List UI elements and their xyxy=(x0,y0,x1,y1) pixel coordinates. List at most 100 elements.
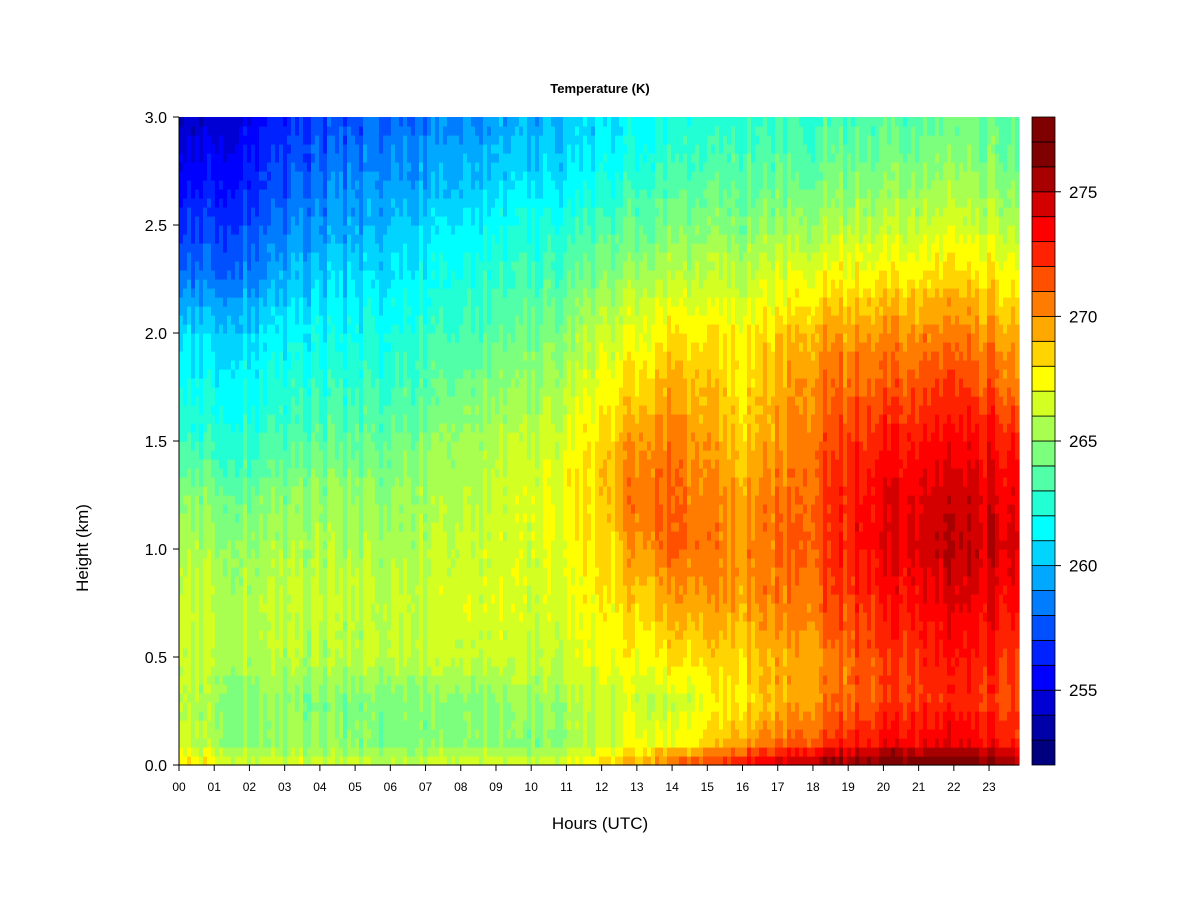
heatmap-cell xyxy=(419,270,424,280)
heatmap-cell xyxy=(359,720,364,730)
heatmap-cell xyxy=(367,432,372,442)
heatmap-cell xyxy=(311,405,316,415)
heatmap-cell xyxy=(203,630,208,640)
heatmap-cell xyxy=(327,603,332,613)
heatmap-cell xyxy=(339,243,344,253)
heatmap-cell xyxy=(431,396,436,406)
heatmap-cell xyxy=(359,540,364,550)
heatmap-cell xyxy=(375,351,380,361)
heatmap-cell xyxy=(283,423,288,433)
heatmap-cell xyxy=(443,531,448,541)
heatmap-cell xyxy=(303,504,308,514)
heatmap-cell xyxy=(223,621,228,631)
heatmap-cell xyxy=(263,126,268,136)
heatmap-cell xyxy=(219,234,224,244)
heatmap-cell xyxy=(219,342,224,352)
heatmap-cell xyxy=(351,513,356,523)
heatmap-cell xyxy=(399,252,404,262)
heatmap-cell xyxy=(395,387,400,397)
heatmap-cell xyxy=(307,117,312,127)
heatmap-cell xyxy=(351,441,356,451)
heatmap-cell xyxy=(331,747,336,757)
heatmap-cell xyxy=(375,324,380,334)
heatmap-cell xyxy=(295,567,300,577)
heatmap-cell xyxy=(231,297,236,307)
heatmap-cell xyxy=(223,549,228,559)
heatmap-cell xyxy=(299,288,304,298)
heatmap-cell xyxy=(291,351,296,361)
heatmap-cell xyxy=(307,513,312,523)
heatmap-cell xyxy=(447,297,452,307)
heatmap-cell xyxy=(351,342,356,352)
heatmap-cell xyxy=(331,531,336,541)
heatmap-cell xyxy=(255,666,260,676)
heatmap-cell xyxy=(371,513,376,523)
heatmap-cell xyxy=(379,576,384,586)
heatmap-cell xyxy=(343,423,348,433)
heatmap-cell xyxy=(423,414,428,424)
heatmap-cell xyxy=(439,135,444,145)
heatmap-cell xyxy=(311,477,316,487)
heatmap-cell xyxy=(199,567,204,577)
heatmap-cell xyxy=(255,162,260,172)
heatmap-cell xyxy=(259,477,264,487)
heatmap-cell xyxy=(331,198,336,208)
heatmap-cell xyxy=(191,117,196,127)
heatmap-cell xyxy=(243,351,248,361)
heatmap-cell xyxy=(275,306,280,316)
heatmap-cell xyxy=(259,702,264,712)
heatmap-cell xyxy=(239,504,244,514)
heatmap-cell xyxy=(259,315,264,325)
heatmap-cell xyxy=(235,504,240,514)
heatmap-cell xyxy=(399,729,404,739)
heatmap-cell xyxy=(431,342,436,352)
heatmap-cell xyxy=(443,216,448,226)
heatmap-cell xyxy=(371,198,376,208)
heatmap-cell xyxy=(367,522,372,532)
heatmap-cell xyxy=(411,333,416,343)
heatmap-cell xyxy=(387,468,392,478)
heatmap-cell xyxy=(235,603,240,613)
heatmap-cell xyxy=(403,423,408,433)
heatmap-cell xyxy=(375,639,380,649)
heatmap-cell xyxy=(295,324,300,334)
heatmap-cell xyxy=(299,414,304,424)
heatmap-cell xyxy=(343,117,348,127)
heatmap-cell xyxy=(391,243,396,253)
heatmap-cell xyxy=(387,675,392,685)
heatmap-cell xyxy=(219,630,224,640)
heatmap-cell xyxy=(423,180,428,190)
heatmap-cell xyxy=(439,540,444,550)
heatmap-cell xyxy=(291,540,296,550)
heatmap-cell xyxy=(439,117,444,127)
heatmap-cell xyxy=(355,540,360,550)
heatmap-cell xyxy=(271,369,276,379)
heatmap-cell xyxy=(255,531,260,541)
heatmap-cell xyxy=(403,477,408,487)
heatmap-cell xyxy=(267,738,272,748)
heatmap-cell xyxy=(403,432,408,442)
heatmap-cell xyxy=(283,648,288,658)
heatmap-cell xyxy=(319,747,324,757)
heatmap-cell xyxy=(363,693,368,703)
heatmap-cell xyxy=(419,459,424,469)
heatmap-cell xyxy=(339,567,344,577)
heatmap-cell xyxy=(187,621,192,631)
heatmap-cell xyxy=(359,702,364,712)
heatmap-cell xyxy=(371,135,376,145)
heatmap-cell xyxy=(347,459,352,469)
heatmap-cell xyxy=(367,180,372,190)
heatmap-cell xyxy=(271,468,276,478)
heatmap-cell xyxy=(363,621,368,631)
heatmap-cell xyxy=(343,513,348,523)
heatmap-cell xyxy=(383,360,388,370)
heatmap-cell xyxy=(355,270,360,280)
heatmap-cell xyxy=(283,540,288,550)
heatmap-cell xyxy=(267,369,272,379)
heatmap-cell xyxy=(203,351,208,361)
heatmap-cell xyxy=(323,144,328,154)
heatmap-cell xyxy=(427,711,432,721)
heatmap-cell xyxy=(199,333,204,343)
heatmap-cell xyxy=(199,351,204,361)
heatmap-cell xyxy=(443,387,448,397)
